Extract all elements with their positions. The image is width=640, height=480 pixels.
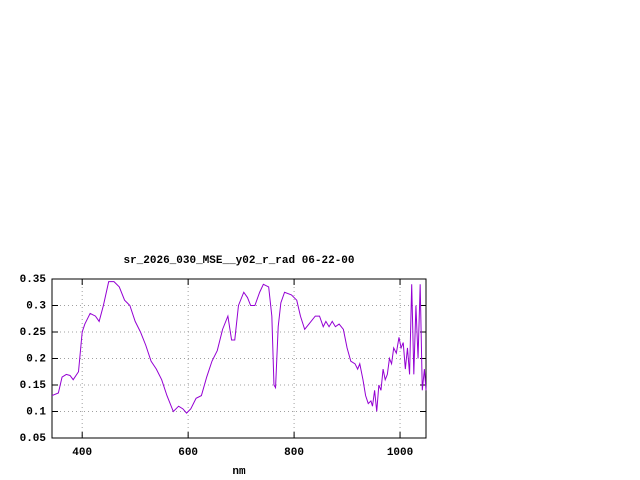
y-tick-label: 0.2 — [26, 353, 46, 365]
y-tick-label: 0.3 — [26, 300, 46, 312]
y-tick-label: 0.05 — [20, 433, 47, 445]
plot-frame — [51, 278, 427, 439]
x-axis-label: nm — [232, 466, 246, 478]
y-tick-label: 0.1 — [26, 406, 46, 418]
y-tick-label: 0.15 — [20, 380, 47, 392]
chart-title: sr_2026_030_MSE__y02_r_rad 06-22-00 — [123, 255, 354, 267]
x-tick-label: 1000 — [387, 447, 413, 459]
y-tick-label: 0.25 — [20, 327, 47, 339]
x-tick-label: 600 — [178, 447, 198, 459]
x-tick-label: 800 — [284, 447, 304, 459]
y-tick-label: 0.35 — [20, 274, 47, 286]
x-tick-label: 400 — [72, 447, 92, 459]
data-line — [51, 281, 427, 414]
